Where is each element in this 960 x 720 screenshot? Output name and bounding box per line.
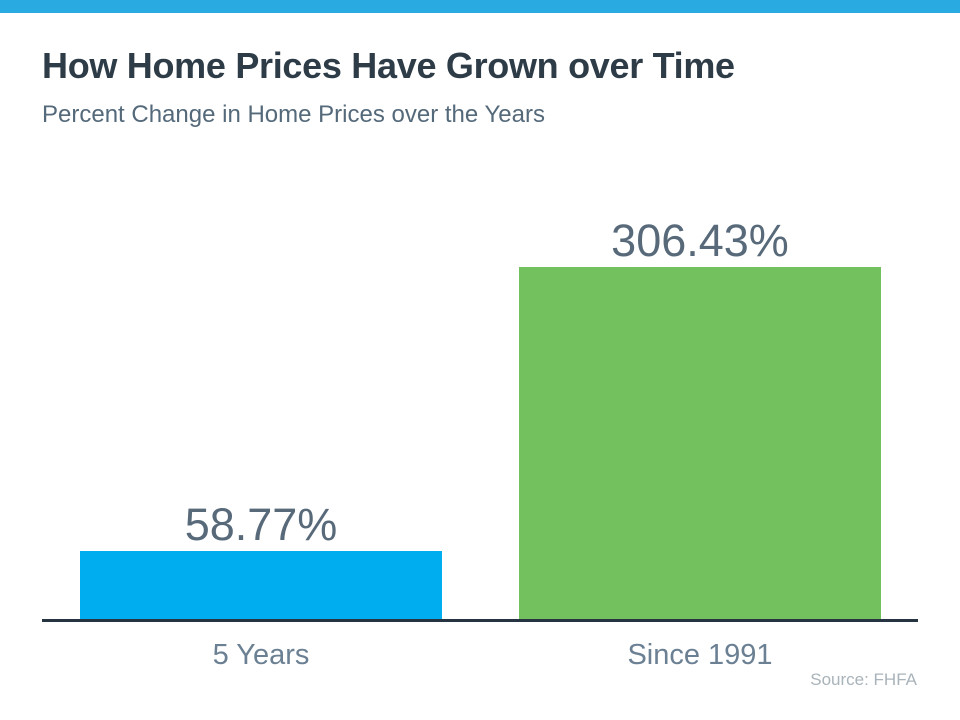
bar-5-years <box>80 551 442 619</box>
bar-column-since-1991: 306.43% <box>519 159 881 619</box>
x-axis-line <box>42 619 918 622</box>
category-label-row: 5 Years Since 1991 <box>42 639 918 672</box>
source-note: Source: FHFA <box>810 670 917 689</box>
category-label-5-years: 5 Years <box>212 639 310 671</box>
chart-title: How Home Prices Have Grown over Time <box>42 45 735 86</box>
bar-since-1991 <box>519 267 881 619</box>
bar-column-5-years: 58.77% <box>80 159 442 619</box>
value-label-5-years: 58.77% <box>184 499 338 550</box>
top-accent-bar <box>0 0 960 13</box>
chart-subtitle: Percent Change in Home Prices over the Y… <box>42 101 545 128</box>
category-label-since-1991: Since 1991 <box>627 639 773 671</box>
value-label-since-1991: 306.43% <box>611 215 789 266</box>
plot-area: 58.77% 306.43% <box>42 159 918 619</box>
